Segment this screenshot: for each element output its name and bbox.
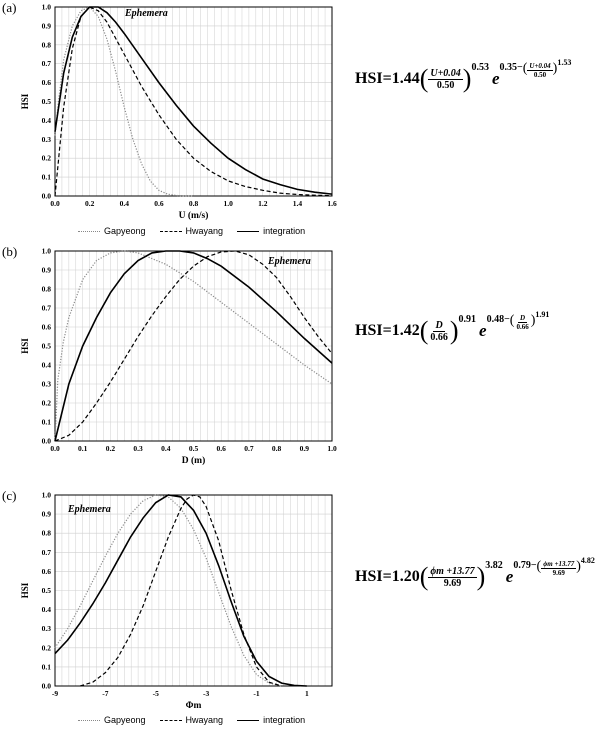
panel-label: (b) xyxy=(2,244,18,259)
species-annotation: Ephemera xyxy=(67,504,111,515)
legend-hwayang: Hwayang xyxy=(159,715,223,725)
y-tick-label: 0.8 xyxy=(42,40,52,49)
x-tick-label: -7 xyxy=(102,689,108,698)
series-line-integration xyxy=(54,494,307,687)
x-tick-label: 1.2 xyxy=(258,199,268,208)
y-tick-label: 0.9 xyxy=(42,21,52,30)
x-axis-label: Φm xyxy=(186,701,202,711)
x-tick-label: 0.2 xyxy=(106,444,116,453)
y-tick-label: 1.0 xyxy=(42,247,52,256)
x-tick-label: 0.4 xyxy=(120,199,130,208)
y-tick-label: 0.7 xyxy=(42,59,52,68)
y-tick-label: 0.3 xyxy=(42,135,52,144)
x-tick-label: 0.8 xyxy=(189,199,199,208)
series-line-integration xyxy=(54,250,333,442)
hsi-depth-chart: 0.0 0.1 0.2 0.3 0.4 0.5 0.6 0.7 0.8 0.9 1.0 0.0 0.1 0… xyxy=(20,247,337,467)
panel-label: (a) xyxy=(2,0,17,15)
x-axis-label: U (m/s) xyxy=(179,210,209,221)
species-annotation: Ephemera xyxy=(124,8,168,19)
y-tick-label: 0.7 xyxy=(42,548,52,557)
x-tick-label: 0.4 xyxy=(161,444,171,453)
y-tick-label: 0.9 xyxy=(42,510,52,519)
species-annotation: Ephemera xyxy=(267,256,311,267)
x-tick-label: 0.7 xyxy=(244,444,254,453)
y-tick-label: 0.0 xyxy=(42,437,52,446)
legend-hwayang: Hwayang xyxy=(159,226,223,236)
x-tick-label: -3 xyxy=(203,689,209,698)
y-axis-label: HSI xyxy=(20,582,30,598)
legend-gapyeong: Gapyeong xyxy=(78,715,146,725)
x-tick-label: 0.1 xyxy=(78,444,88,453)
hsi-substrate-chart: 0.0 0.1 0.2 0.3 0.4 0.5 0.6 0.7 0.8 0.9 1.0 -9 -7 -5 -… xyxy=(20,491,333,711)
x-tick-label: -1 xyxy=(253,689,259,698)
hsi-velocity-chart: 0.0 0.1 0.2 0.3 0.4 0.5 0.6 0.7 0.8 0.9 1.0 0.0 0.2 0… xyxy=(20,3,337,222)
x-tick-label: 1.6 xyxy=(327,199,337,208)
hsi-formula: HSI=1.44 ( U+0.04 0.50 ) 0.53 e 0.35−(U+0… xyxy=(355,58,572,93)
y-tick-label: 0.4 xyxy=(42,361,52,370)
series-line-gapyeong xyxy=(54,6,194,197)
y-tick-label: 0.5 xyxy=(42,586,52,595)
plot-frame xyxy=(54,250,333,442)
panel-label: (c) xyxy=(2,488,17,503)
y-tick-label: 0.8 xyxy=(42,529,52,538)
y-tick-label: 0.3 xyxy=(42,624,52,633)
x-axis-label: D (m) xyxy=(182,455,205,466)
legend: Gapyeong Hwayang integration xyxy=(78,226,305,236)
y-tick-label: 0.8 xyxy=(42,285,52,294)
legend-integration: integration xyxy=(237,715,305,725)
y-tick-label: 0.6 xyxy=(42,78,52,87)
panel-c: (c) 0.0 0.1 0.2 0.3 0.4 0.5 0.6 0.7 0.8 0.9 1.0 -9 -… xyxy=(0,488,600,733)
x-tick-label: 1.0 xyxy=(223,199,233,208)
y-tick-label: 0.1 xyxy=(42,173,52,182)
series-line-gapyeong xyxy=(54,250,333,442)
y-tick-label: 0.0 xyxy=(42,682,52,691)
y-tick-label: 1.0 xyxy=(42,491,52,500)
x-tick-label: -5 xyxy=(153,689,159,698)
y-tick-label: 0.2 xyxy=(42,643,52,652)
x-tick-label: 0.9 xyxy=(300,444,310,453)
legend-gapyeong: Gapyeong xyxy=(78,226,146,236)
series-line-gapyeong xyxy=(54,494,282,687)
y-tick-label: 0.4 xyxy=(42,605,52,614)
panel-a: (a) 0.0 0.1 0.2 0.3 0.4 0.5 0.6 0.7 0.8 0.9 1.0 0.0… xyxy=(0,0,600,244)
y-tick-label: 0.4 xyxy=(42,116,52,125)
y-axis-label: HSI xyxy=(20,93,30,109)
x-tick-label: 0.5 xyxy=(189,444,199,453)
hsi-formula: HSI=1.42 ( D 0.66 ) 0.91 e 0.48−(D 0.66) 1.… xyxy=(355,310,550,345)
y-tick-label: 1.0 xyxy=(42,3,52,12)
series-line-hwayang xyxy=(54,250,333,442)
panel-b: (b) 0.0 0.1 0.2 0.3 0.4 0.5 0.6 0.7 0.8 0.9 1.0 0.0… xyxy=(0,244,600,488)
y-tick-label: 0.6 xyxy=(42,323,52,332)
y-axis-label: HSI xyxy=(20,338,30,354)
x-tick-label: 0.2 xyxy=(85,199,95,208)
hsi-formula: HSI=1.20 ( ϕm +13.77 9.69 ) 3.82 e 0.79−(… xyxy=(355,556,595,591)
y-tick-label: 0.2 xyxy=(42,154,52,163)
x-tick-label: 1.4 xyxy=(293,199,303,208)
x-tick-label: 0.3 xyxy=(133,444,143,453)
y-tick-label: 0.1 xyxy=(42,662,52,671)
y-tick-label: 0.7 xyxy=(42,304,52,313)
x-tick-label: 0.0 xyxy=(50,199,60,208)
legend: Gapyeong Hwayang integration xyxy=(78,715,305,725)
y-tick-label: 0.0 xyxy=(42,192,52,201)
x-tick-label: -9 xyxy=(52,689,58,698)
x-tick-label: 0.8 xyxy=(272,444,282,453)
x-tick-label: 1 xyxy=(305,689,309,698)
y-tick-label: 0.5 xyxy=(42,97,52,106)
y-tick-label: 0.1 xyxy=(42,418,52,427)
y-tick-label: 0.2 xyxy=(42,399,52,408)
x-tick-label: 0.6 xyxy=(154,199,164,208)
y-tick-label: 0.6 xyxy=(42,567,52,576)
x-tick-label: 0.0 xyxy=(50,444,60,453)
series-line-hwayang xyxy=(80,494,282,687)
legend-integration: integration xyxy=(237,226,305,236)
x-tick-label: 1.0 xyxy=(327,444,337,453)
plot-frame xyxy=(54,6,333,197)
series-line-integration xyxy=(54,6,333,195)
y-tick-label: 0.9 xyxy=(42,266,52,275)
x-tick-label: 0.6 xyxy=(217,444,227,453)
y-tick-label: 0.5 xyxy=(42,342,52,351)
y-tick-label: 0.3 xyxy=(42,380,52,389)
